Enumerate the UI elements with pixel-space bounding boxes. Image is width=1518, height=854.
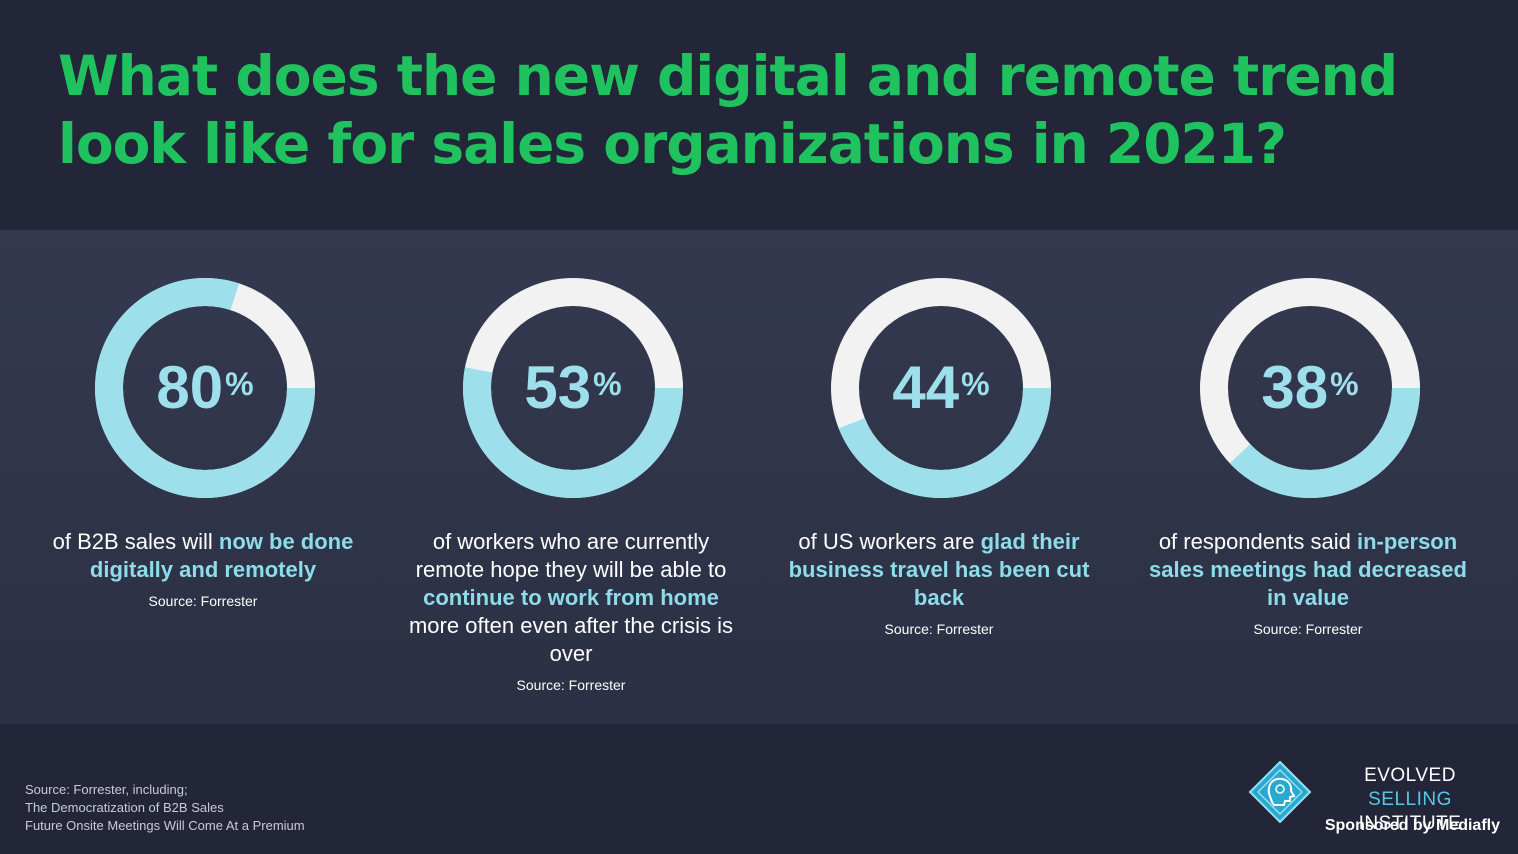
percent-sign: %: [225, 366, 254, 402]
stat-description: of US workers are glad their business tr…: [769, 528, 1109, 638]
stat-source: Source: Forrester: [148, 593, 258, 609]
brand-name-part2: SELLING: [1368, 789, 1452, 810]
donut-chart: 44%: [829, 276, 1053, 500]
description-highlight: now be done digitally and remotely: [89, 529, 354, 582]
percent-number: 44: [892, 354, 960, 421]
stat-source: Source: Forrester: [516, 677, 626, 693]
stat-description: of workers who are currently remote hope…: [401, 528, 741, 694]
footnote-line: The Democratization of B2B Sales: [25, 800, 224, 815]
percent-sign: %: [961, 366, 990, 402]
description-text: of workers who are currently remote hope…: [415, 529, 727, 582]
donut-arc: [831, 278, 1051, 498]
donut-ring: [831, 278, 1051, 498]
footnote: Source: Forrester, including; The Democr…: [25, 781, 305, 835]
percent-value: 44%: [829, 353, 1053, 423]
stat-source: Source: Forrester: [1253, 621, 1363, 637]
donut-ring: [95, 278, 315, 498]
description-text-after: more often even after the crisis is over: [408, 613, 734, 666]
percent-number: 38: [1261, 354, 1329, 421]
donut-arc: [95, 278, 315, 498]
description-highlight: continue to work from home: [423, 585, 719, 610]
footnote-line: Future Onsite Meetings Will Come At a Pr…: [25, 818, 305, 833]
percent-value: 53%: [461, 353, 685, 423]
description-text: of B2B sales will: [52, 529, 219, 554]
donut-arc: [1200, 278, 1420, 498]
brand-name-line2: INSTITUTE: [1358, 813, 1462, 834]
donut-chart: 38%: [1198, 276, 1422, 500]
percent-number: 80: [156, 354, 224, 421]
percent-sign: %: [593, 366, 622, 402]
stat-card: 53% of workers who are currently remote …: [401, 276, 741, 706]
brand-name: EVOLVED SELLING INSTITUTE: [1320, 764, 1500, 836]
donut-ring: [1200, 278, 1420, 498]
stat-card: 44% of US workers are glad their busines…: [769, 276, 1109, 706]
brain-head-icon: [1248, 760, 1312, 824]
stat-source: Source: Forrester: [884, 621, 994, 637]
percent-sign: %: [1330, 366, 1359, 402]
donut-arc: [463, 278, 683, 498]
footnote-line: Source: Forrester, including;: [25, 782, 188, 797]
percent-number: 53: [524, 354, 592, 421]
stat-card: 80% of B2B sales will now be done digita…: [33, 276, 373, 706]
description-highlight: in-person sales meetings had decreased i…: [1149, 529, 1467, 610]
page-title: What does the new digital and remote tre…: [58, 44, 1398, 176]
description-text: of US workers are: [798, 529, 981, 554]
brand-name-part1: EVOLVED: [1364, 765, 1456, 786]
sponsor-text: Sponsored by Mediafly: [1324, 817, 1500, 834]
percent-value: 38%: [1198, 353, 1422, 423]
stat-card: 38% of respondents said in-person sales …: [1138, 276, 1478, 706]
description-highlight: glad their business travel has been cut …: [788, 529, 1090, 610]
donut-chart: 53%: [461, 276, 685, 500]
stat-description: of respondents said in-person sales meet…: [1138, 528, 1478, 638]
brand-block: EVOLVED SELLING INSTITUTE Sponsored by M…: [1248, 756, 1508, 842]
donut-ring: [463, 278, 683, 498]
header: What does the new digital and remote tre…: [0, 0, 1518, 230]
donut-chart: 80%: [93, 276, 317, 500]
description-text: of respondents said: [1158, 529, 1357, 554]
percent-value: 80%: [93, 353, 317, 423]
stat-description: of B2B sales will now be done digitally …: [33, 528, 373, 610]
